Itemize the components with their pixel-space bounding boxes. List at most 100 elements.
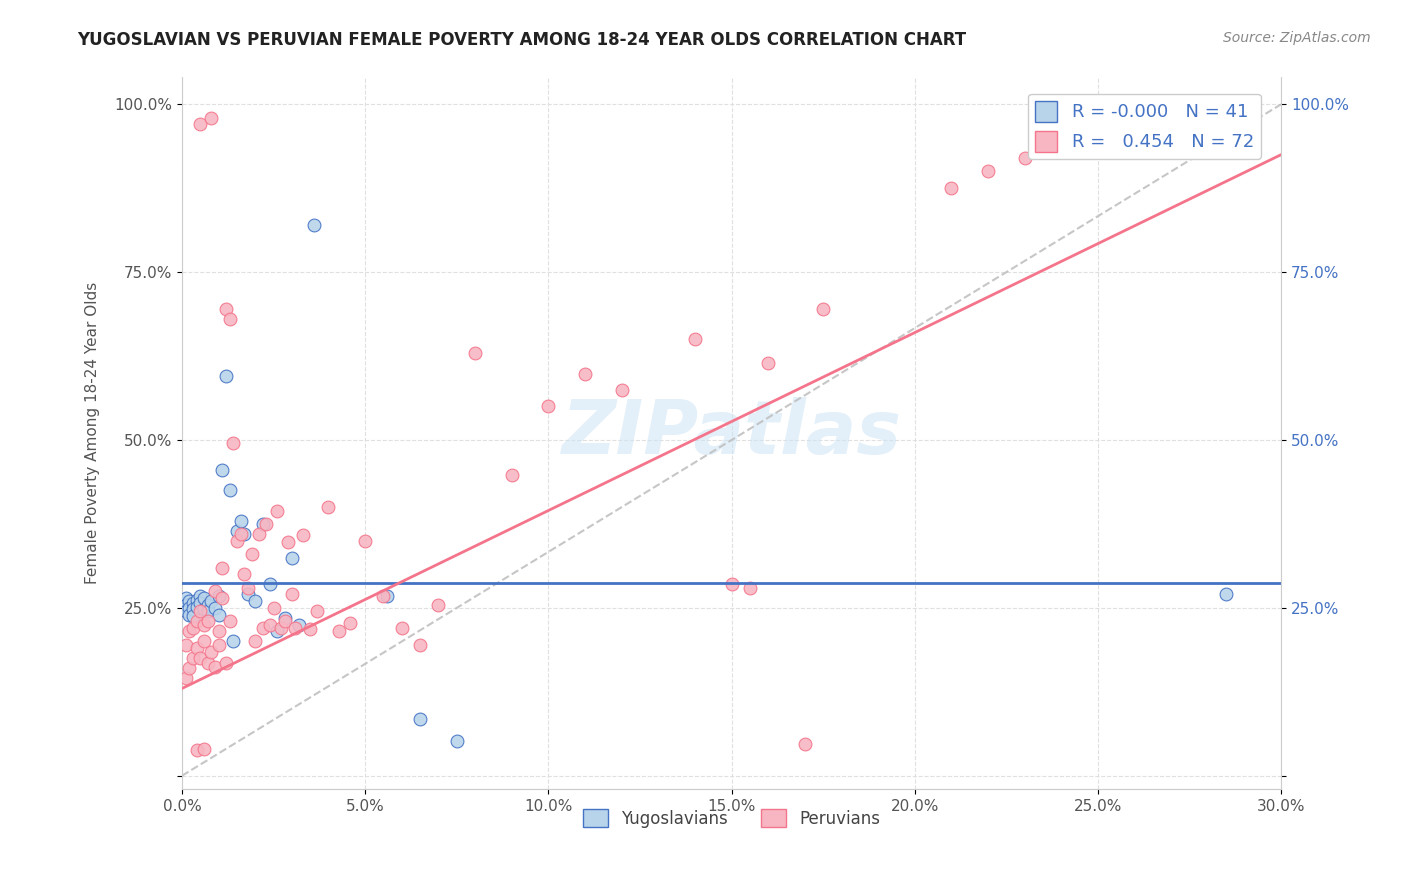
Point: [188, 595, 211, 609]
Point: [186, 592, 208, 607]
Point: [179, 624, 201, 639]
Point: [236, 587, 259, 601]
Point: [179, 594, 201, 608]
Point: [215, 302, 238, 317]
Text: Source: ZipAtlas.com: Source: ZipAtlas.com: [1223, 31, 1371, 45]
Point: [328, 624, 350, 639]
Point: [574, 368, 596, 382]
Point: [174, 638, 197, 652]
Point: [218, 615, 240, 629]
Point: [409, 712, 432, 726]
Point: [215, 369, 238, 384]
Point: [193, 591, 215, 605]
Y-axis label: Female Poverty Among 18-24 Year Olds: Female Poverty Among 18-24 Year Olds: [86, 282, 100, 584]
Point: [811, 302, 834, 317]
Point: [409, 638, 432, 652]
Point: [188, 589, 211, 603]
Point: [270, 621, 292, 635]
Point: [197, 656, 219, 670]
Point: [211, 591, 233, 605]
Point: [375, 589, 398, 603]
Point: [738, 581, 761, 595]
Point: [793, 737, 815, 751]
Point: [197, 598, 219, 612]
Point: [273, 615, 295, 629]
Point: [174, 604, 197, 618]
Point: [222, 436, 245, 450]
Point: [207, 638, 229, 652]
Point: [181, 621, 204, 635]
Point: [204, 601, 226, 615]
Point: [229, 527, 252, 541]
Point: [259, 577, 281, 591]
Point: [207, 607, 229, 622]
Point: [281, 550, 304, 565]
Point: [193, 634, 215, 648]
Point: [339, 615, 361, 630]
Point: [193, 742, 215, 756]
Point: [211, 463, 233, 477]
Text: ZIPatlas: ZIPatlas: [561, 397, 901, 470]
Point: [204, 660, 226, 674]
Point: [186, 743, 208, 757]
Point: [277, 535, 299, 549]
Point: [222, 634, 245, 648]
Point: [259, 617, 281, 632]
Point: [245, 634, 267, 648]
Point: [284, 621, 307, 635]
Point: [977, 164, 1000, 178]
Point: [233, 567, 256, 582]
Point: [188, 651, 211, 665]
Point: [252, 621, 274, 635]
Point: [229, 514, 252, 528]
Point: [193, 617, 215, 632]
Point: [252, 516, 274, 531]
Point: [302, 218, 325, 232]
Point: [211, 560, 233, 574]
Point: [307, 604, 329, 618]
Legend: Yugoslavians, Peruvians: Yugoslavians, Peruvians: [576, 802, 887, 834]
Point: [247, 527, 270, 541]
Point: [225, 533, 247, 548]
Point: [683, 332, 706, 346]
Point: [756, 356, 779, 370]
Point: [181, 602, 204, 616]
Point: [193, 602, 215, 616]
Point: [281, 587, 304, 601]
Point: [174, 591, 197, 605]
Point: [197, 604, 219, 618]
Point: [446, 734, 468, 748]
Point: [207, 589, 229, 603]
Point: [254, 516, 277, 531]
Point: [720, 577, 742, 591]
Point: [373, 589, 395, 603]
Point: [186, 641, 208, 656]
Point: [1215, 587, 1237, 601]
Point: [186, 615, 208, 629]
Point: [188, 118, 211, 132]
Point: [225, 524, 247, 538]
Point: [197, 615, 219, 629]
Point: [354, 533, 377, 548]
Point: [240, 547, 263, 561]
Point: [215, 656, 238, 670]
Point: [174, 672, 197, 686]
Text: YUGOSLAVIAN VS PERUVIAN FEMALE POVERTY AMONG 18-24 YEAR OLDS CORRELATION CHART: YUGOSLAVIAN VS PERUVIAN FEMALE POVERTY A…: [77, 31, 966, 49]
Point: [186, 599, 208, 614]
Point: [188, 604, 211, 618]
Point: [218, 312, 240, 326]
Point: [245, 594, 267, 608]
Point: [318, 500, 340, 515]
Point: [266, 503, 288, 517]
Point: [200, 644, 222, 658]
Point: [263, 601, 285, 615]
Point: [941, 181, 963, 195]
Point: [273, 611, 295, 625]
Point: [266, 624, 288, 639]
Point: [179, 607, 201, 622]
Point: [200, 594, 222, 608]
Point: [200, 111, 222, 125]
Point: [233, 527, 256, 541]
Point: [179, 661, 201, 675]
Point: [610, 383, 633, 397]
